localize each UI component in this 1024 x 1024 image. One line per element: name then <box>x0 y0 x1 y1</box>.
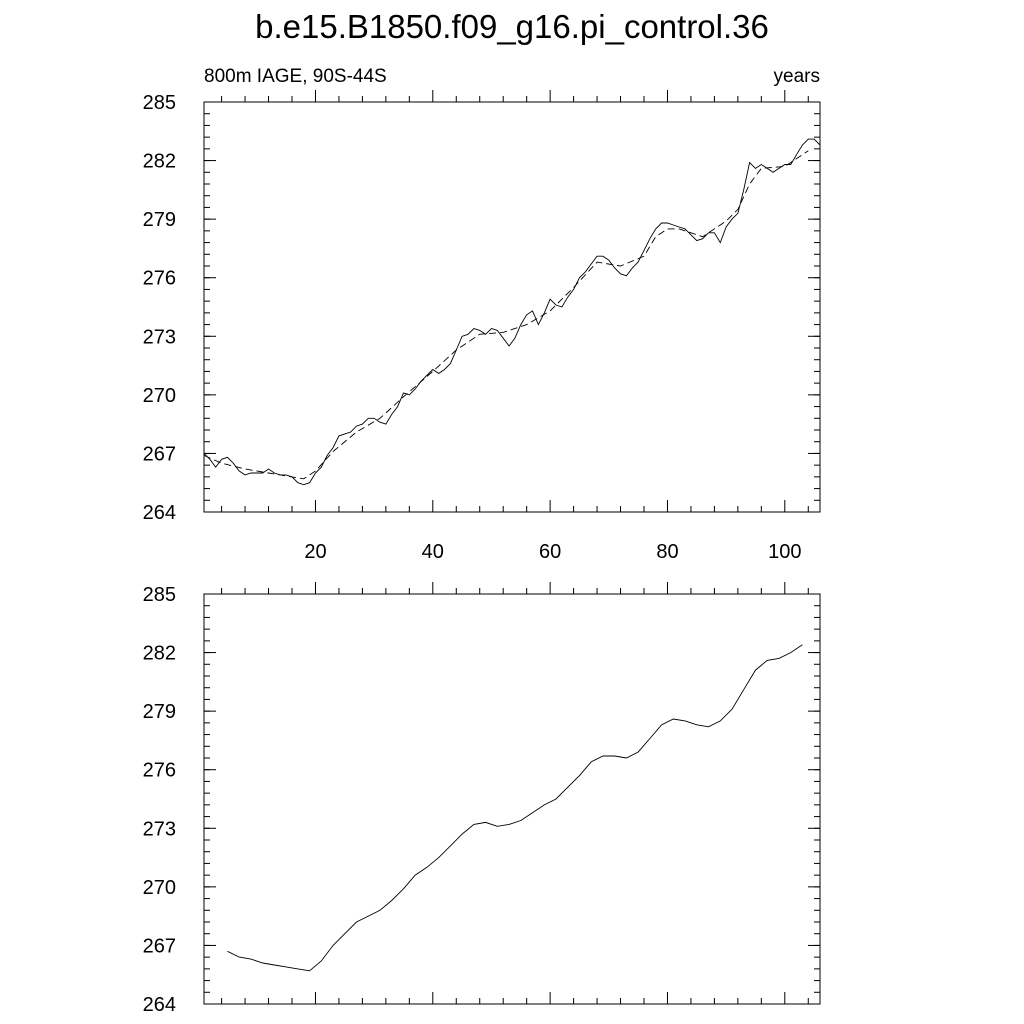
x-tick-label: 20 <box>304 541 326 563</box>
top-panel-left-label: 800m IAGE, 90S-44S <box>204 66 387 87</box>
y-tick-label: 267 <box>143 935 176 957</box>
y-tick-label: 285 <box>143 584 176 606</box>
x-tick-label: 40 <box>422 541 444 563</box>
top-panel-frame <box>203 101 821 513</box>
y-tick-label: 273 <box>143 818 176 840</box>
chart-title: b.e15.B1850.f09_g16.pi_control.36 <box>255 8 769 45</box>
y-tick-label: 285 <box>143 92 176 114</box>
x-tick-label: 100 <box>768 541 801 563</box>
top-panel-tick-labels: 264 267 270 273 276 279 282 285 20 40 60 80 100 <box>143 92 802 563</box>
bottom-panel-tick-labels: 264 267 270 273 276 279 282 285 <box>143 584 176 1016</box>
bottom-panel-lines <box>227 644 803 972</box>
top-panel-lines <box>203 138 821 486</box>
top-panel-right-label: years <box>774 66 820 87</box>
bottom-panel: 264 267 270 273 276 279 282 285 <box>143 582 821 1016</box>
y-tick-label: 270 <box>143 877 176 899</box>
y-tick-label: 273 <box>143 326 176 348</box>
bottom-panel-frame <box>203 593 821 1005</box>
y-tick-label: 264 <box>143 994 176 1016</box>
y-tick-label: 282 <box>143 643 176 665</box>
y-tick-label: 267 <box>143 443 176 465</box>
y-tick-label: 270 <box>143 385 176 407</box>
x-tick-label: 60 <box>539 541 561 563</box>
y-tick-label: 276 <box>143 760 176 782</box>
y-tick-label: 282 <box>143 151 176 173</box>
data-line-series <box>203 138 821 486</box>
top-panel: 800m IAGE, 90S-44S years 264 267 270 273 276… <box>143 66 821 563</box>
data-line-series <box>227 644 803 972</box>
y-tick-label: 264 <box>143 502 176 524</box>
y-tick-label: 276 <box>143 268 176 290</box>
bottom-panel-ticks <box>204 582 820 1005</box>
top-panel-ticks <box>204 90 820 513</box>
trend-line-series <box>203 150 809 480</box>
y-tick-label: 279 <box>143 209 176 231</box>
y-tick-label: 279 <box>143 701 176 723</box>
x-tick-label: 80 <box>656 541 678 563</box>
